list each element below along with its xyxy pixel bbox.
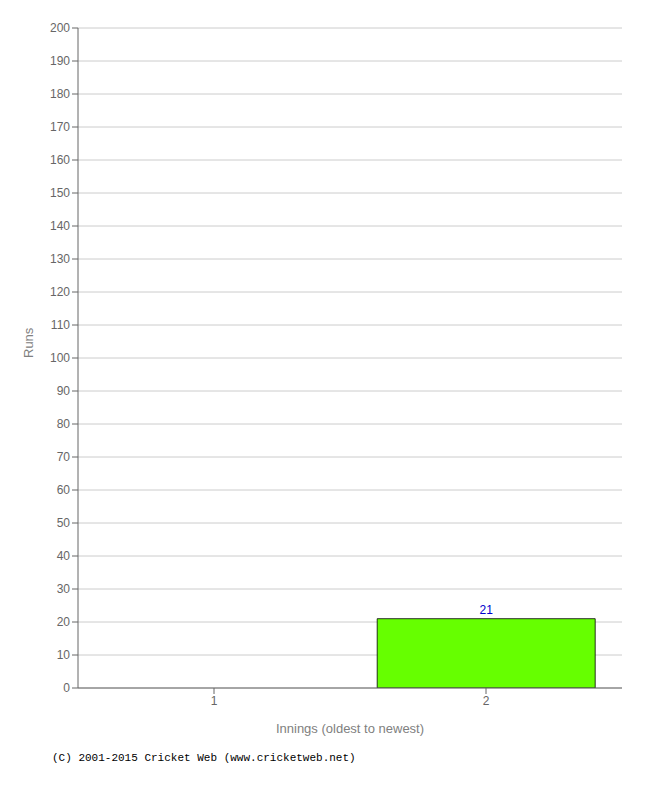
svg-text:170: 170	[50, 120, 70, 134]
svg-text:120: 120	[50, 285, 70, 299]
svg-text:1: 1	[211, 694, 218, 708]
svg-text:60: 60	[57, 483, 71, 497]
svg-text:130: 130	[50, 252, 70, 266]
svg-text:30: 30	[57, 582, 71, 596]
svg-text:2: 2	[483, 694, 490, 708]
svg-text:21: 21	[480, 603, 494, 617]
html-text:(C) 2001-2015 Cricket Web (www: (C) 2001-2015 Cricket Web (www.cricketwe…	[52, 752, 356, 764]
svg-text:70: 70	[57, 450, 71, 464]
svg-text:80: 80	[57, 417, 71, 431]
svg-text:50: 50	[57, 516, 71, 530]
svg-text:Runs: Runs	[21, 327, 36, 358]
svg-text:10: 10	[57, 648, 71, 662]
svg-text:110: 110	[51, 318, 70, 332]
svg-text:20: 20	[57, 615, 71, 629]
svg-text:Innings (oldest to newest): Innings (oldest to newest)	[276, 721, 424, 736]
svg-text:140: 140	[50, 219, 70, 233]
svg-text:40: 40	[57, 549, 71, 563]
svg-text:90: 90	[57, 384, 71, 398]
svg-text:190: 190	[50, 54, 70, 68]
svg-text:100: 100	[50, 351, 70, 365]
svg-text:0: 0	[63, 681, 70, 695]
svg-text:180: 180	[50, 87, 70, 101]
svg-text:160: 160	[50, 153, 70, 167]
svg-text:150: 150	[50, 186, 70, 200]
svg-text:200: 200	[50, 21, 70, 35]
